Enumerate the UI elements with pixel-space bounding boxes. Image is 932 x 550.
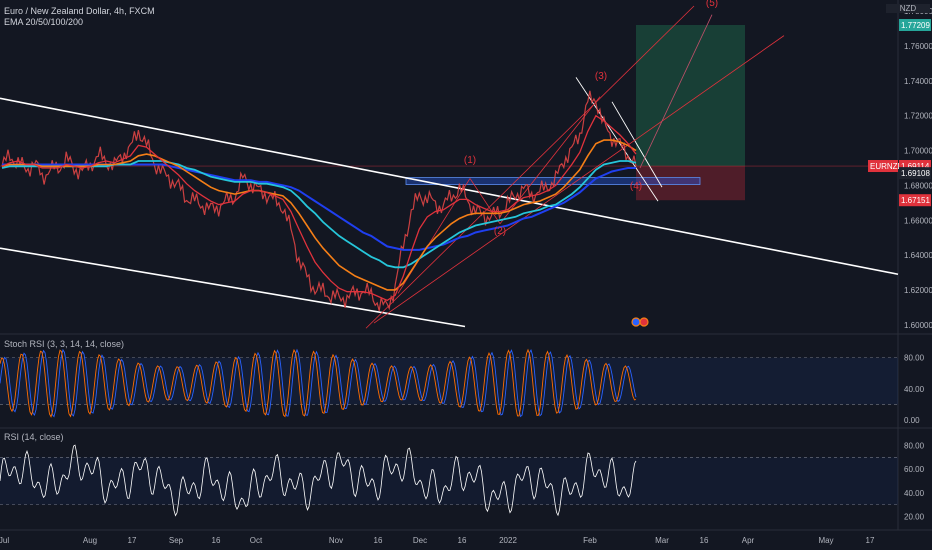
price-tag [899,19,931,32]
indicator-legend[interactable]: EMA 20/50/100/200 [4,17,84,27]
event-marker-icon [639,317,649,327]
wave-label: (5) [706,0,718,9]
stoch-rsi-legend[interactable]: Stoch RSI (3, 3, 14, 14, close) [4,339,125,349]
x-tick-label: Sep [169,536,184,545]
x-tick-label: 16 [458,536,467,545]
wave-trend-line [611,101,663,188]
symbol-tag [868,160,898,173]
wave-label: (4) [630,181,642,192]
x-tick-label: Aug [83,536,97,545]
upper-trend-line [0,97,899,276]
stoch-k-line [0,348,637,418]
y-tick-label: 1.62000 [904,286,932,295]
stoch-band [0,357,898,405]
ema100-line [1,160,637,269]
x-tick-label: 16 [374,536,383,545]
wave-channel-line [469,178,501,224]
stoch-tick-label: 40.00 [904,385,925,394]
x-tick-label: 16 [700,536,709,545]
y-tick-label: 1.70000 [904,147,932,156]
x-tick-label: 17 [866,536,875,545]
x-tick-label: May [818,536,833,545]
y-tick-label: 1.74000 [904,77,932,86]
y-tick-label: 1.66000 [904,216,932,225]
wave-label: (1) [464,155,476,166]
rsi-legend[interactable]: RSI (14, close) [4,432,64,442]
x-tick-label: Dec [413,536,427,545]
rsi-tick-label: 60.00 [904,465,925,474]
x-tick-label: 17 [128,536,137,545]
wave-trend-line [575,77,659,202]
stoch-d-line [0,348,637,418]
currency-label[interactable]: NZD [886,4,930,13]
target-zone [636,24,745,167]
wave-label: (3) [595,71,607,82]
ema20-line [1,114,637,302]
rsi-tick-label: 40.00 [904,489,925,498]
x-tick-label: 2022 [499,536,517,545]
x-tick-label: Mar [655,536,669,545]
symbol-title[interactable]: Euro / New Zealand Dollar, 4h, FXCM [4,6,155,16]
event-marker-icon [631,317,641,327]
rsi-tick-label: 20.00 [904,512,925,521]
y-tick-label: 1.72000 [904,112,932,121]
price-tag-label: 1.69108 [901,169,930,178]
x-tick-label: 16 [212,536,221,545]
wave-channel-line [365,5,695,329]
y-tick-label: 1.76000 [904,42,932,51]
price-tag [899,194,931,207]
price-line [1,90,637,312]
symbol-tag-label: EURNZD [870,162,904,171]
price-tag-label: 1.69114 [901,162,930,171]
x-tick-label: Oct [250,536,263,545]
y-tick-label: 1.60000 [904,321,932,330]
stoch-tick-label: 0.00 [904,416,920,425]
x-tick-label: Jul [0,536,9,545]
price-tag-label: 1.67151 [901,196,930,205]
stoch-tick-label: 80.00 [904,354,925,363]
wave-channel-line [373,35,785,324]
rsi-line [0,444,637,517]
x-tick-label: Nov [329,536,343,545]
price-tag-label: 1.77209 [901,21,930,30]
wave-label: (2) [494,226,506,237]
ema50-line [1,139,637,291]
rsi-tick-label: 80.00 [904,441,925,450]
x-tick-label: Apr [742,536,755,545]
price-tag [899,167,931,180]
support-zone-box [405,177,701,185]
y-tick-label: 1.68000 [904,181,932,190]
wave-channel-line [397,178,471,294]
projection-line [639,14,713,169]
y-tick-label: 1.64000 [904,251,932,260]
x-tick-label: Feb [583,536,597,545]
